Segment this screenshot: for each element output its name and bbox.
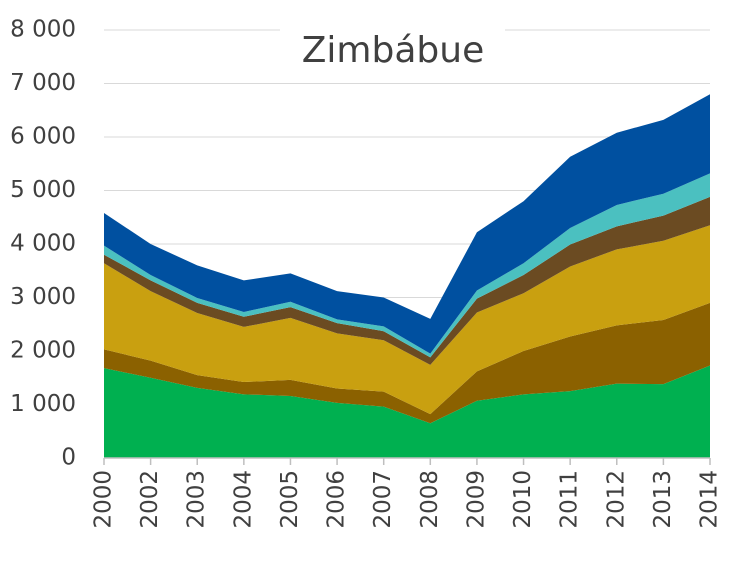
x-tick-label: 2006 (324, 470, 350, 529)
x-tick-label: 2005 (277, 470, 303, 529)
y-tick-label: 0 (61, 445, 76, 471)
areas (104, 94, 710, 458)
x-tick-label: 2010 (510, 470, 536, 529)
x-tick-label: 2009 (463, 470, 489, 529)
y-tick-label: 4 000 (10, 231, 76, 257)
area (104, 225, 710, 415)
x-tick-label: 2004 (230, 470, 256, 529)
x-tick-label: 2008 (417, 470, 443, 529)
area (104, 196, 710, 365)
y-tick-label: 7 000 (10, 70, 76, 96)
x-tick-label: 2003 (184, 470, 210, 529)
area (104, 94, 710, 354)
y-tick-label: 3 000 (10, 284, 76, 310)
y-tick-label: 5 000 (10, 177, 76, 203)
x-tick-label: 2013 (650, 470, 676, 529)
y-tick-label: 8 000 (10, 17, 76, 43)
area (104, 173, 710, 358)
y-tick-label: 2 000 (10, 338, 76, 364)
area (104, 302, 710, 424)
y-tick-label: 6 000 (10, 124, 76, 150)
title-background (280, 22, 505, 78)
chart-title: Zimbábue (302, 30, 484, 71)
x-tick-label: 2002 (137, 470, 163, 529)
x-tick-label: 2011 (557, 470, 583, 529)
area (104, 365, 710, 458)
axes: 0 1 000 2 000 3 000 4 000 5 000 6 000 7 000 8 00… (10, 17, 722, 529)
y-tick-label: 1 000 (10, 391, 76, 417)
x-tick-label: 2014 (697, 470, 723, 529)
x-tick-label: 2000 (91, 470, 117, 529)
x-tick-label: 2012 (603, 470, 629, 529)
x-tick-label: 2007 (370, 470, 396, 529)
